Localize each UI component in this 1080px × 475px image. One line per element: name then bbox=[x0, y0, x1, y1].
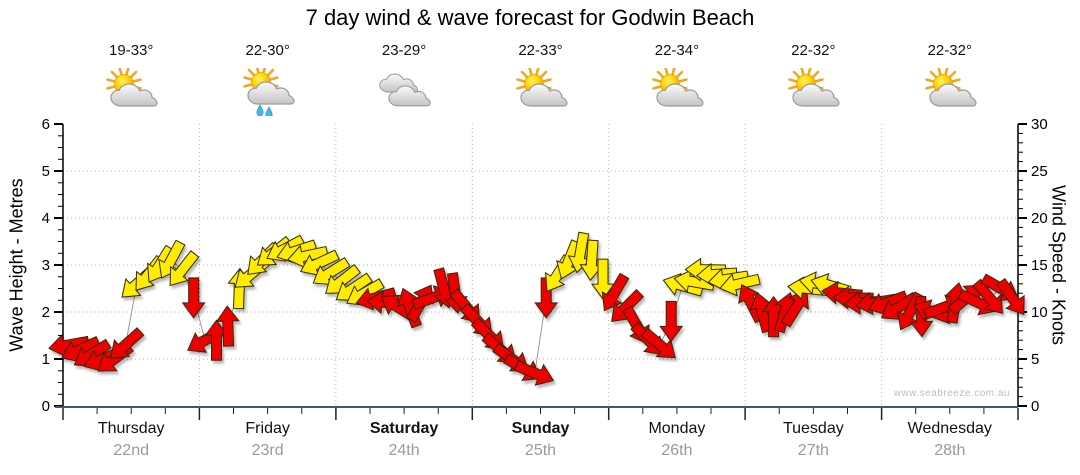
day-name-label: Friday bbox=[245, 420, 290, 437]
svg-text:30: 30 bbox=[1031, 116, 1048, 133]
wind-arrow bbox=[640, 327, 676, 359]
wind-arrow bbox=[659, 300, 684, 343]
wind-arrow bbox=[567, 231, 592, 274]
day-name-label: Saturday bbox=[369, 420, 439, 437]
svg-text:1: 1 bbox=[42, 351, 50, 368]
wind-arrow bbox=[719, 273, 761, 297]
day-temp-label: 22-32° bbox=[927, 42, 972, 59]
sun-cloud-icon bbox=[513, 66, 569, 116]
day-name-label: Wednesday bbox=[907, 420, 992, 437]
svg-text:0: 0 bbox=[1031, 398, 1039, 415]
right-axis-title: Wind Speed - Knots bbox=[1048, 184, 1069, 346]
chart-title: 7 day wind & wave forecast for Godwin Be… bbox=[305, 5, 755, 30]
day-date-label: 26th bbox=[661, 442, 693, 459]
wind-arrow bbox=[169, 250, 200, 287]
cloud-icon bbox=[247, 81, 295, 105]
wind-arrow bbox=[591, 258, 615, 300]
day-name-label: Sunday bbox=[511, 420, 570, 437]
sun-cloud-icon bbox=[785, 66, 841, 116]
wind-arrow bbox=[287, 244, 329, 269]
cloud-icon bbox=[519, 83, 568, 107]
day-name-label: Thursday bbox=[97, 420, 165, 437]
cloud-icon bbox=[110, 83, 158, 107]
day-name-label: Tuesday bbox=[782, 420, 844, 437]
svg-text:25: 25 bbox=[1031, 163, 1048, 180]
wind-arrow bbox=[158, 239, 186, 279]
day-temp-label: 22-34° bbox=[654, 42, 700, 59]
day-temp-label: 23-29° bbox=[381, 42, 427, 59]
day-temp-label: 22-30° bbox=[245, 42, 290, 59]
wind-arrow bbox=[299, 249, 340, 276]
cloud-icon bbox=[792, 83, 840, 107]
wind-arrow bbox=[513, 360, 555, 386]
wind-arrow bbox=[534, 277, 559, 319]
svg-text:10: 10 bbox=[1031, 304, 1048, 321]
day-date-label: 25th bbox=[524, 442, 557, 459]
day-temp-label: 22-33° bbox=[518, 42, 563, 59]
cloud-icon bbox=[388, 85, 431, 107]
svg-text:15: 15 bbox=[1031, 257, 1048, 274]
cloud-icon bbox=[929, 83, 977, 107]
day-date-label: 27th bbox=[797, 442, 829, 459]
right-axis bbox=[1017, 123, 1027, 407]
wind-arrow bbox=[181, 277, 206, 319]
sun-cloud-rain-icon bbox=[240, 64, 296, 119]
left-axis-title: Wave Height - Metres bbox=[6, 178, 27, 352]
sun-cloud-icon bbox=[103, 66, 159, 116]
svg-text:3: 3 bbox=[42, 257, 50, 274]
sun-cloud-icon bbox=[922, 66, 978, 116]
time-axis bbox=[55, 406, 1019, 420]
svg-text:4: 4 bbox=[42, 210, 50, 227]
clouds-icon bbox=[376, 68, 432, 116]
cloud-icon bbox=[656, 83, 704, 107]
svg-text:2: 2 bbox=[42, 304, 50, 321]
day-date-label: 28th bbox=[934, 442, 966, 459]
wind-arrow bbox=[601, 272, 630, 312]
day-date-label: 24th bbox=[388, 442, 420, 459]
svg-text:5: 5 bbox=[1031, 351, 1039, 368]
svg-text:20: 20 bbox=[1031, 210, 1048, 227]
wind-arrow bbox=[996, 277, 1025, 315]
gridlines bbox=[63, 124, 1018, 406]
right-axis-ticks: 0 5 10 15 20 25 30 bbox=[1031, 116, 1048, 415]
left-axis bbox=[54, 123, 64, 407]
day-temp-label: 22-32° bbox=[791, 42, 836, 59]
wind-arrow bbox=[880, 291, 919, 320]
sun-cloud-icon bbox=[649, 66, 705, 116]
day-date-label: 22nd bbox=[113, 442, 149, 459]
wind-arrow bbox=[579, 239, 604, 282]
left-axis-ticks: 0 1 2 3 4 5 6 bbox=[42, 116, 50, 415]
watermark: www.seabreeze.com.au bbox=[893, 388, 1010, 399]
svg-text:6: 6 bbox=[42, 116, 50, 133]
svg-text:5: 5 bbox=[42, 163, 50, 180]
wind-arrows bbox=[48, 231, 1025, 386]
wind-arrow bbox=[215, 305, 240, 347]
wind-arrow bbox=[204, 319, 229, 361]
wind-arrow bbox=[110, 327, 145, 359]
day-temp-label: 19-33° bbox=[109, 42, 154, 59]
wind-arrow bbox=[972, 278, 1003, 314]
svg-text:0: 0 bbox=[42, 398, 50, 415]
day-name-label: Monday bbox=[648, 420, 706, 437]
day-date-label: 23rd bbox=[251, 442, 284, 459]
